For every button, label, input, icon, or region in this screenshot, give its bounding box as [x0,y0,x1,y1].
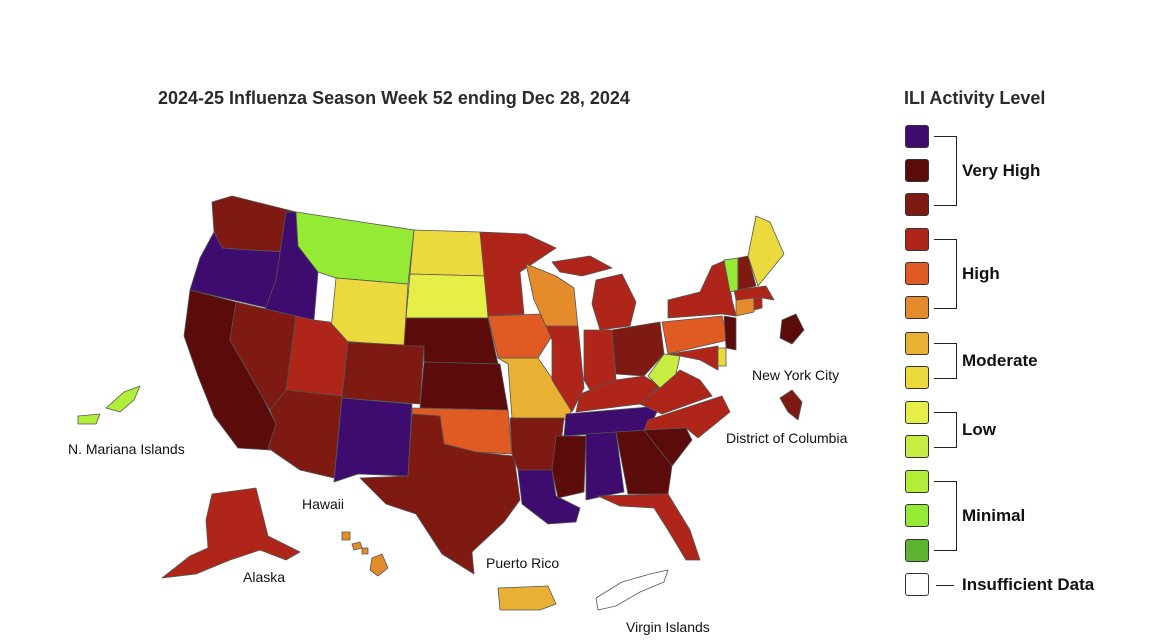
territory-pr[interactable] [497,585,557,611]
legend-bracket [934,136,957,206]
label-dc: District of Columbia [726,430,848,446]
legend-swatch [905,332,929,355]
legend-swatch [905,159,929,182]
state-mi-up[interactable] [551,255,613,277]
legend-label-low: Low [962,420,996,439]
legend-swatch [905,366,929,389]
state-sd[interactable] [405,273,489,319]
territory-nmi[interactable] [77,385,141,425]
state-ma[interactable] [733,285,775,301]
map-title: 2024-25 Influenza Season Week 52 ending … [158,88,630,108]
legend-label-moderate: Moderate [962,351,1038,370]
state-tx[interactable] [359,413,521,575]
legend-label-minimal: Minimal [962,506,1026,525]
legend-title: ILI Activity Level [904,88,1046,108]
legend-swatch [905,539,929,562]
state-wv[interactable] [647,353,681,389]
legend-label-insufficient-data: Insufficient Data [962,575,1095,594]
state-ks[interactable] [419,361,509,411]
legend-bracket [934,481,957,551]
legend-swatch [905,504,929,527]
legend-bracket [934,239,957,309]
territory-nyc[interactable] [779,313,805,345]
label-nyc: New York City [752,367,839,383]
state-ct[interactable] [735,297,755,317]
legend-swatch [905,401,929,424]
legend-swatch [905,193,929,216]
state-il[interactable] [545,325,585,413]
state-nm[interactable] [333,397,413,483]
state-hi-islands[interactable] [341,531,369,555]
state-nd[interactable] [409,229,487,277]
legend-label-very-high: Very High [962,161,1041,180]
label-vi: Virgin Islands [626,619,710,635]
label-hawaii: Hawaii [302,496,344,512]
state-hi[interactable] [369,553,389,577]
state-az[interactable] [267,389,343,479]
legend-swatch [905,228,929,251]
state-ri[interactable] [753,297,763,311]
state-me[interactable] [747,215,785,287]
state-al[interactable] [585,431,625,501]
legend-dash [936,585,954,586]
state-ia[interactable] [487,313,553,359]
state-ms[interactable] [551,435,587,499]
legend-swatch [905,296,929,319]
territory-dc[interactable] [779,389,803,421]
state-ny[interactable] [667,259,737,319]
state-mi[interactable] [591,273,637,331]
state-in[interactable] [583,329,617,391]
legend-swatch [905,125,929,148]
state-co[interactable] [341,341,425,405]
state-ak[interactable] [161,487,301,579]
legend-swatch [905,573,929,596]
legend-label-high: High [962,264,1000,283]
state-nj[interactable] [723,315,737,351]
legend-swatch [905,470,929,493]
legend-bracket [934,343,957,379]
territory-vi[interactable] [595,569,669,611]
label-nmi: N. Mariana Islands [68,441,185,457]
legend-swatch [905,262,929,285]
state-de[interactable] [717,347,727,367]
label-pr: Puerto Rico [486,555,559,571]
state-fl[interactable] [597,493,701,561]
state-nc[interactable] [643,395,731,439]
label-alaska: Alaska [243,569,285,585]
state-nh[interactable] [737,255,757,291]
legend-bracket [934,412,957,448]
legend-swatch [905,435,929,458]
state-oh[interactable] [611,321,665,377]
state-md[interactable] [669,345,719,371]
